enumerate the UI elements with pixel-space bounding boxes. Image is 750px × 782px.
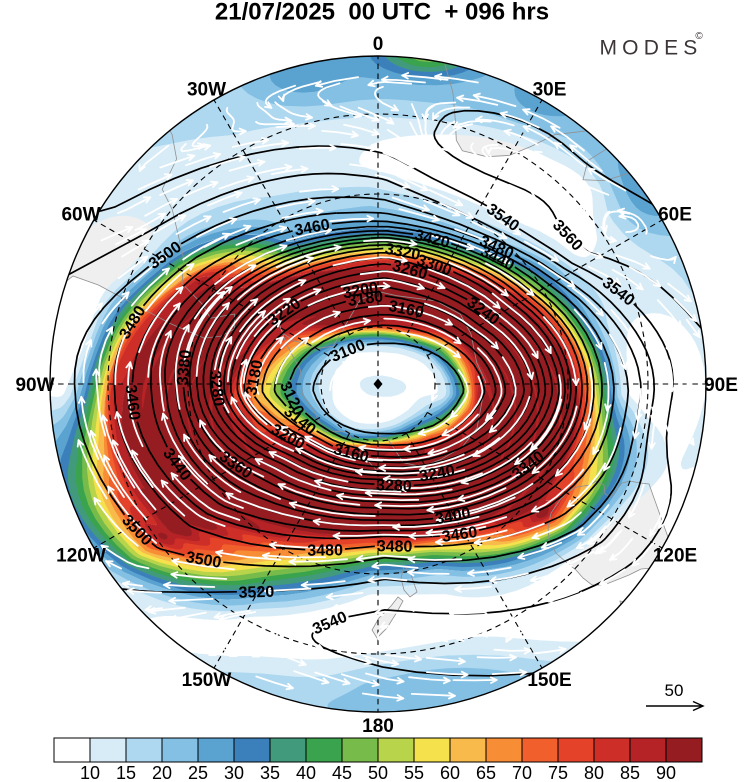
svg-text:50: 50 bbox=[665, 681, 684, 700]
svg-text:35: 35 bbox=[260, 763, 280, 782]
svg-text:3280: 3280 bbox=[376, 477, 412, 495]
svg-text:3160: 3160 bbox=[387, 298, 425, 322]
svg-text:10: 10 bbox=[80, 763, 100, 782]
svg-text:90: 90 bbox=[656, 763, 676, 782]
svg-text:MODES: MODES bbox=[599, 37, 702, 60]
svg-text:3320: 3320 bbox=[384, 241, 422, 264]
svg-text:30: 30 bbox=[224, 763, 244, 782]
svg-text:3280: 3280 bbox=[206, 370, 227, 408]
svg-text:70: 70 bbox=[512, 763, 532, 782]
svg-text:3400: 3400 bbox=[434, 505, 472, 528]
svg-text:20: 20 bbox=[152, 763, 172, 782]
svg-text:180: 180 bbox=[362, 716, 394, 737]
svg-text:3520: 3520 bbox=[238, 584, 274, 602]
svg-text:3460: 3460 bbox=[441, 524, 479, 546]
svg-text:3180: 3180 bbox=[347, 288, 385, 310]
svg-text:120W: 120W bbox=[56, 545, 106, 566]
svg-text:55: 55 bbox=[404, 763, 424, 782]
svg-text:150W: 150W bbox=[182, 670, 232, 691]
svg-text:90W: 90W bbox=[15, 375, 54, 396]
svg-text:0: 0 bbox=[373, 34, 384, 55]
svg-text:3380: 3380 bbox=[175, 349, 195, 386]
svg-text:3240: 3240 bbox=[418, 462, 456, 485]
svg-text:150E: 150E bbox=[527, 670, 571, 691]
svg-text:30E: 30E bbox=[533, 80, 567, 101]
svg-text:3200: 3200 bbox=[342, 279, 380, 302]
svg-text:60W: 60W bbox=[61, 204, 100, 225]
svg-text:120E: 120E bbox=[653, 545, 697, 566]
svg-text:40: 40 bbox=[296, 763, 316, 782]
svg-text:3180: 3180 bbox=[243, 358, 266, 396]
svg-text:65: 65 bbox=[476, 763, 496, 782]
svg-text:60: 60 bbox=[440, 763, 460, 782]
svg-text:21/07/2025 00 UTC + 096 hrs: 21/07/2025 00 UTC + 096 hrs bbox=[215, 0, 549, 26]
svg-text:60E: 60E bbox=[658, 204, 692, 225]
svg-text:45: 45 bbox=[332, 763, 352, 782]
svg-text:3460: 3460 bbox=[293, 216, 331, 239]
svg-text:©: © bbox=[695, 31, 703, 42]
svg-text:85: 85 bbox=[620, 763, 640, 782]
svg-text:15: 15 bbox=[116, 763, 136, 782]
svg-text:3460: 3460 bbox=[122, 384, 143, 421]
svg-text:3480: 3480 bbox=[377, 538, 413, 556]
svg-text:75: 75 bbox=[548, 763, 568, 782]
svg-text:25: 25 bbox=[188, 763, 208, 782]
svg-text:3480: 3480 bbox=[307, 542, 343, 559]
svg-text:30W: 30W bbox=[187, 80, 226, 101]
svg-text:80: 80 bbox=[584, 763, 604, 782]
svg-text:3500: 3500 bbox=[185, 549, 223, 572]
svg-text:90E: 90E bbox=[704, 375, 738, 396]
svg-text:50: 50 bbox=[368, 763, 388, 782]
